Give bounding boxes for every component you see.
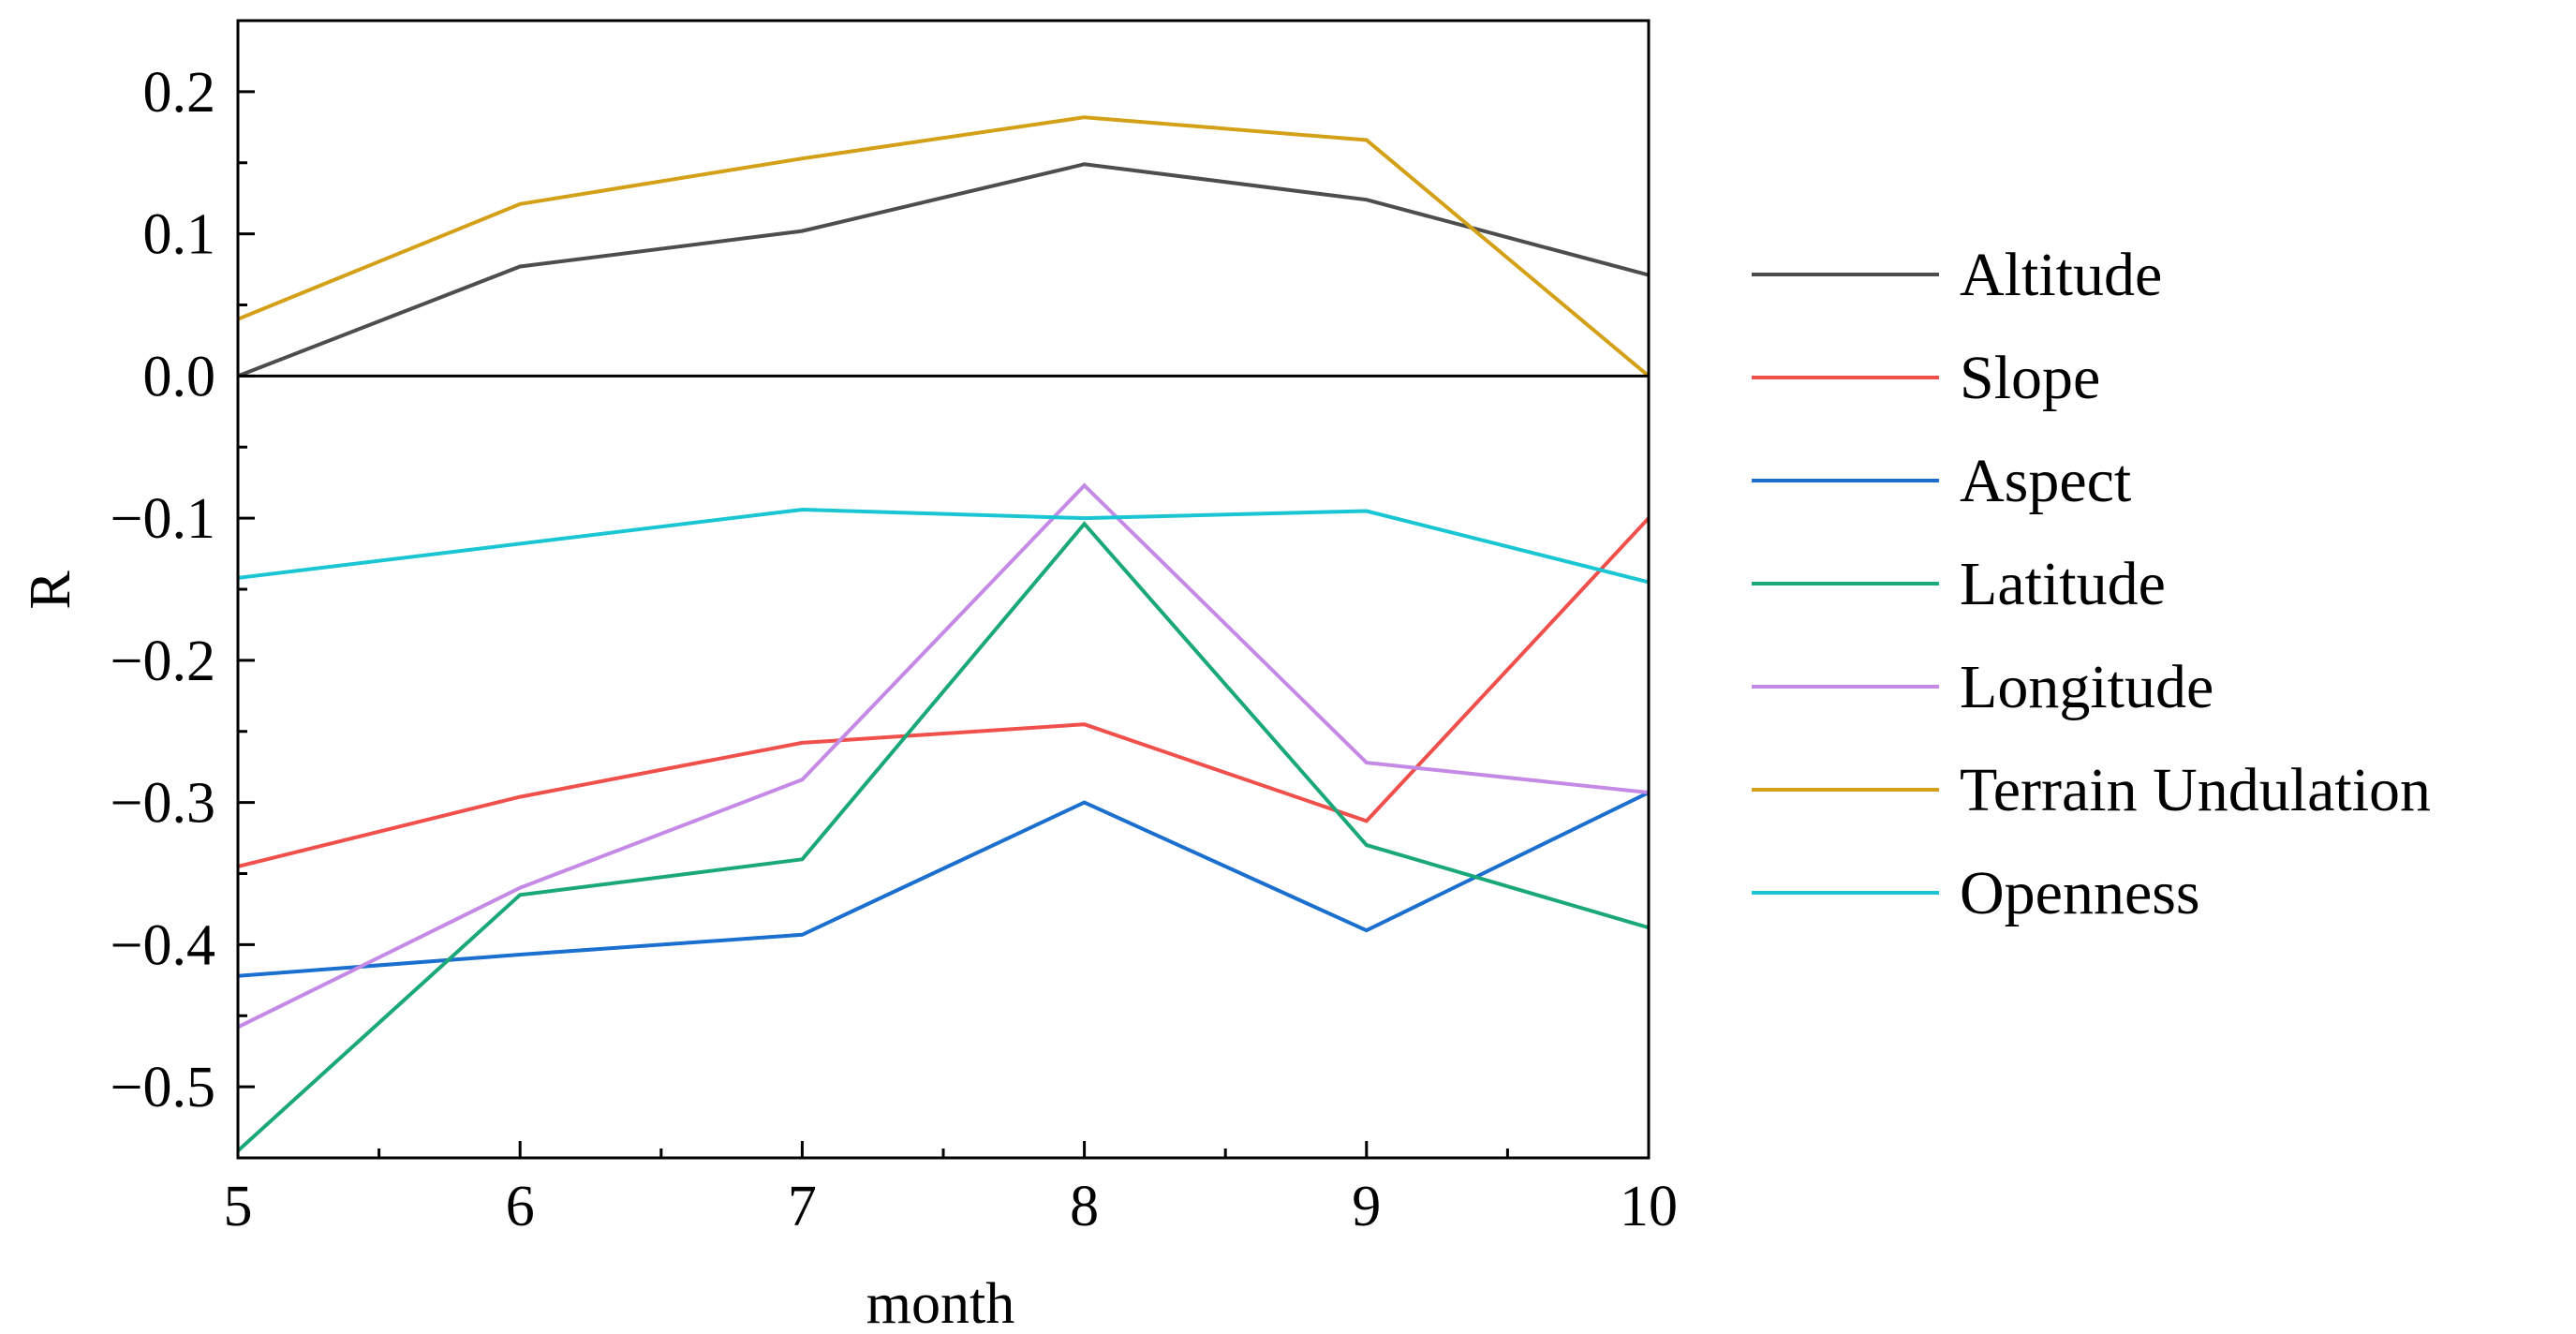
legend-item-slope: Slope [1752, 344, 2100, 412]
x-tick-label: 10 [1620, 1175, 1678, 1238]
series-line-latitude [238, 521, 1649, 1152]
legend-item-longitude: Longitude [1752, 653, 2213, 721]
y-tick-label: −0.4 [111, 913, 215, 977]
y-tick-label: 0.0 [143, 345, 216, 408]
x-tick-label: 6 [506, 1175, 535, 1238]
series-layer [238, 115, 1649, 1152]
legend-item-altitude: Altitude [1752, 241, 2162, 309]
legend-label-terrain-undulation: Terrain Undulation [1960, 756, 2431, 824]
legend: Altitude Slope Aspect Latitude Longitude Terr… [1752, 241, 2431, 927]
axes-layer: 0.2 0.1 0.0 −0.1 −0.2 −0.3 −0.4 −0.55 6 7 8 9 10 [111, 19, 1678, 1238]
y-tick-label: 0.1 [143, 203, 216, 267]
legend-label-longitude: Longitude [1960, 653, 2213, 721]
x-tick-label: 9 [1352, 1175, 1381, 1238]
x-tick-label: 7 [788, 1175, 817, 1238]
y-tick-label: −0.5 [111, 1056, 215, 1119]
legend-label-slope: Slope [1960, 344, 2100, 412]
series-line-longitude [238, 482, 1649, 1030]
series-line-terrain-undulation [238, 115, 1649, 378]
legend-label-latitude: Latitude [1960, 550, 2166, 618]
x-tick-label: 5 [224, 1175, 253, 1238]
legend-item-latitude: Latitude [1752, 550, 2166, 618]
y-axis-label: R [19, 571, 82, 610]
legend-item-terrain-undulation: Terrain Undulation [1752, 756, 2431, 824]
series-line-openness [238, 507, 1649, 585]
legend-label-altitude: Altitude [1960, 241, 2162, 309]
x-axis-label: month [866, 1272, 1014, 1334]
legend-label-aspect: Aspect [1960, 447, 2131, 515]
legend-item-openness: Openness [1752, 859, 2200, 927]
y-tick-label: −0.1 [111, 487, 215, 551]
series-line-slope [238, 516, 1649, 868]
y-tick-label: 0.2 [143, 61, 216, 125]
y-tick-label: −0.3 [111, 772, 215, 836]
y-tick-label: −0.2 [111, 630, 215, 693]
series-line-altitude [238, 162, 1649, 378]
series-line-aspect [238, 791, 1649, 978]
legend-item-aspect: Aspect [1752, 447, 2131, 515]
legend-label-openness: Openness [1960, 859, 2200, 927]
x-tick-label: 8 [1070, 1175, 1099, 1238]
